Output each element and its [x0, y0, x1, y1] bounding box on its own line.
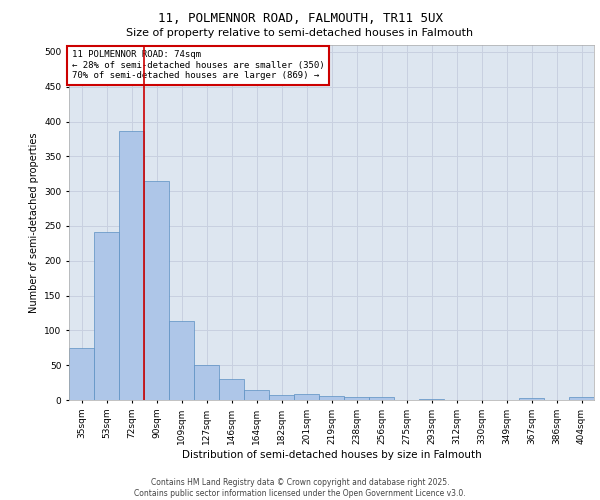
- Bar: [319, 396, 344, 400]
- Bar: [369, 397, 394, 400]
- Bar: [169, 322, 194, 400]
- Bar: [419, 398, 444, 400]
- Bar: [294, 394, 319, 400]
- Bar: [569, 397, 594, 400]
- Bar: [69, 348, 94, 400]
- Bar: [344, 396, 369, 400]
- Bar: [194, 365, 219, 400]
- Text: 11, POLMENNOR ROAD, FALMOUTH, TR11 5UX: 11, POLMENNOR ROAD, FALMOUTH, TR11 5UX: [157, 12, 443, 26]
- Y-axis label: Number of semi-detached properties: Number of semi-detached properties: [29, 132, 38, 313]
- Text: Contains HM Land Registry data © Crown copyright and database right 2025.
Contai: Contains HM Land Registry data © Crown c…: [134, 478, 466, 498]
- Text: Size of property relative to semi-detached houses in Falmouth: Size of property relative to semi-detach…: [127, 28, 473, 38]
- Bar: [219, 379, 244, 400]
- Bar: [269, 395, 294, 400]
- Bar: [94, 232, 119, 400]
- Text: 11 POLMENNOR ROAD: 74sqm
← 28% of semi-detached houses are smaller (350)
70% of : 11 POLMENNOR ROAD: 74sqm ← 28% of semi-d…: [71, 50, 324, 80]
- Bar: [519, 398, 544, 400]
- Bar: [144, 180, 169, 400]
- Bar: [119, 130, 144, 400]
- Bar: [244, 390, 269, 400]
- X-axis label: Distribution of semi-detached houses by size in Falmouth: Distribution of semi-detached houses by …: [182, 450, 481, 460]
